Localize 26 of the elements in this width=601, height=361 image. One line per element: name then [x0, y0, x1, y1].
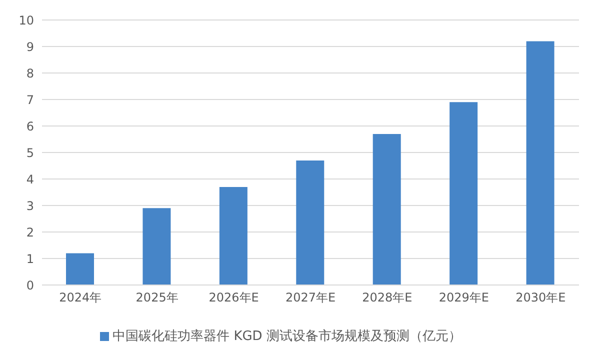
y-tick-label: 9 — [26, 40, 34, 54]
y-tick-label: 10 — [18, 13, 34, 28]
y-tick-label: 7 — [26, 92, 34, 107]
y-tick-label: 1 — [26, 252, 34, 266]
x-tick-label: 2026年E — [208, 290, 259, 305]
y-tick-label: 3 — [26, 198, 34, 213]
x-tick-label: 2030年E — [516, 290, 566, 305]
y-tick-label: 5 — [26, 146, 34, 160]
y-tick-label: 6 — [26, 119, 34, 134]
bar — [66, 253, 94, 285]
bar — [219, 186, 248, 285]
legend-label: 中国碳化硅功率器件 KGD 测试设备市场规模及预测（亿元） — [112, 329, 462, 344]
x-tick-label: 2027年E — [285, 290, 336, 305]
x-tick-label: 2028年E — [362, 290, 412, 305]
y-tick-label: 2 — [26, 225, 34, 240]
y-tick-label: 8 — [26, 66, 34, 80]
bar — [296, 160, 324, 285]
bar — [372, 134, 401, 285]
y-tick-label: 0 — [26, 278, 34, 292]
x-tick-label: 2029年E — [438, 290, 489, 305]
x-tick-label: 2024年 — [59, 290, 102, 305]
bar — [142, 208, 171, 285]
y-tick-label: 4 — [26, 172, 34, 186]
x-tick-label: 2025年 — [136, 290, 178, 305]
bar — [526, 41, 554, 285]
bar — [450, 102, 478, 285]
